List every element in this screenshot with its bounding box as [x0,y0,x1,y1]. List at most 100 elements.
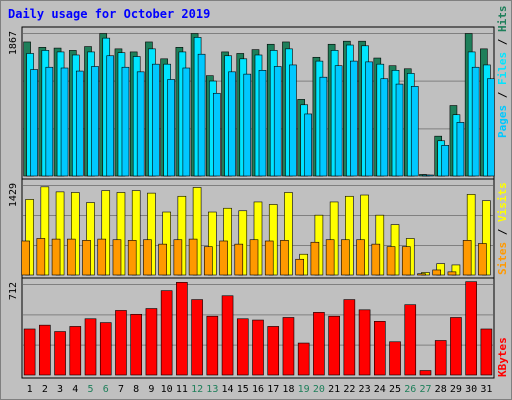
sites-bar [219,240,228,276]
kbytes-bar [54,331,66,376]
sites-bar [341,239,350,276]
sites-bar [447,271,457,276]
sites-bar [127,240,137,276]
x-tick-label: 5 [88,384,94,395]
y-max-label: 1867 [8,31,19,55]
kbytes-bar [374,321,386,376]
pages-bar [60,67,69,177]
x-tick-label: 25 [389,384,401,395]
kbytes-bar [176,282,188,376]
x-tick-label: 24 [374,384,386,395]
x-tick-label: 27 [419,384,431,395]
pages-bar [319,76,328,177]
sites-bar [204,246,213,276]
sites-bar [325,239,335,276]
kbytes-bar [206,315,219,376]
legend-separator: / [496,85,509,105]
sites-bar [188,238,198,276]
sites-bar [51,238,61,276]
kbytes-bar [69,326,82,376]
kbytes-bar [221,295,234,376]
sites-bar [82,240,91,276]
pages-bar [213,92,221,177]
x-tick-label: 22 [343,384,355,395]
pages-bar [273,66,282,177]
sites-bar [401,246,411,276]
pages-bar [121,66,130,177]
kbytes-bar [434,340,447,376]
pages-bar [45,66,54,177]
legend-separator: / [496,222,509,242]
sites-bar [386,246,396,276]
pages-bar [471,66,480,177]
kbytes-bar [389,341,401,376]
x-tick-label: 28 [435,384,447,395]
kbytes-bar [23,328,36,376]
pages-bar [395,83,404,177]
pages-bar [136,71,145,177]
kbytes-bar [404,304,417,376]
pages-bar [75,70,84,177]
pages-bar [197,53,206,177]
kbytes-bar [465,281,477,376]
sites-bar [249,239,259,276]
x-tick-label: 30 [465,384,477,395]
pages-bar [365,61,373,177]
pages-bar [30,69,38,177]
sites-bar [264,240,274,276]
kbytes-bar [480,328,493,376]
x-tick-label: 1 [27,384,33,395]
pages-bar [304,113,312,177]
pages-bar [167,79,175,177]
sites-bar [280,240,289,276]
x-tick-label: 26 [404,384,416,395]
pages-bar [380,78,389,177]
sites-bar [295,258,304,276]
x-tick-label: 13 [206,384,218,395]
kbytes-bar [115,310,127,376]
pages-bar [106,55,115,177]
pages-bar [350,60,358,177]
chart-title: Daily usage for October 2019 [8,7,210,21]
sites-bar [417,273,426,276]
sites-bar [158,243,167,276]
pages-bar [258,70,267,177]
legend: KBytes [496,337,509,377]
pages-bar [243,73,252,177]
x-tick-label: 3 [57,384,63,395]
x-tick-label: 19 [298,384,310,395]
sites-bar [21,240,30,276]
pages-bar [487,78,495,177]
kbytes-bar [130,313,142,376]
sites-bar [234,243,244,276]
legend-entry: Visits [496,182,509,222]
legend-entry: Hits [496,6,509,33]
kbytes-bar [39,324,51,376]
legend-entry: Pages [496,105,509,138]
kbytes-bar [297,342,310,376]
x-tick-label: 16 [252,384,264,395]
x-tick-label: 29 [450,384,462,395]
legend: Sites / Visits [496,182,509,275]
pages-bar [334,65,343,177]
kbytes-bar [236,318,249,376]
y-max-label: 1429 [8,183,19,207]
kbytes-bar [145,308,158,376]
sites-bar [310,241,320,276]
sites-bar [66,238,76,276]
kbytes-bar [313,312,325,376]
legend-entry: Files [496,52,509,85]
kbytes-bar [267,326,280,376]
x-tick-label: 14 [222,384,234,395]
x-tick-label: 31 [480,384,492,395]
sites-bar [143,239,152,276]
kbytes-bar [84,318,97,376]
pages-bar [456,122,465,177]
kbytes-bar [160,290,173,376]
sites-bar [173,239,183,276]
kbytes-bar [99,322,112,376]
x-tick-label: 9 [148,384,154,395]
pages-bar [228,71,236,177]
sites-bar [36,238,46,276]
sites-bar [462,240,472,276]
